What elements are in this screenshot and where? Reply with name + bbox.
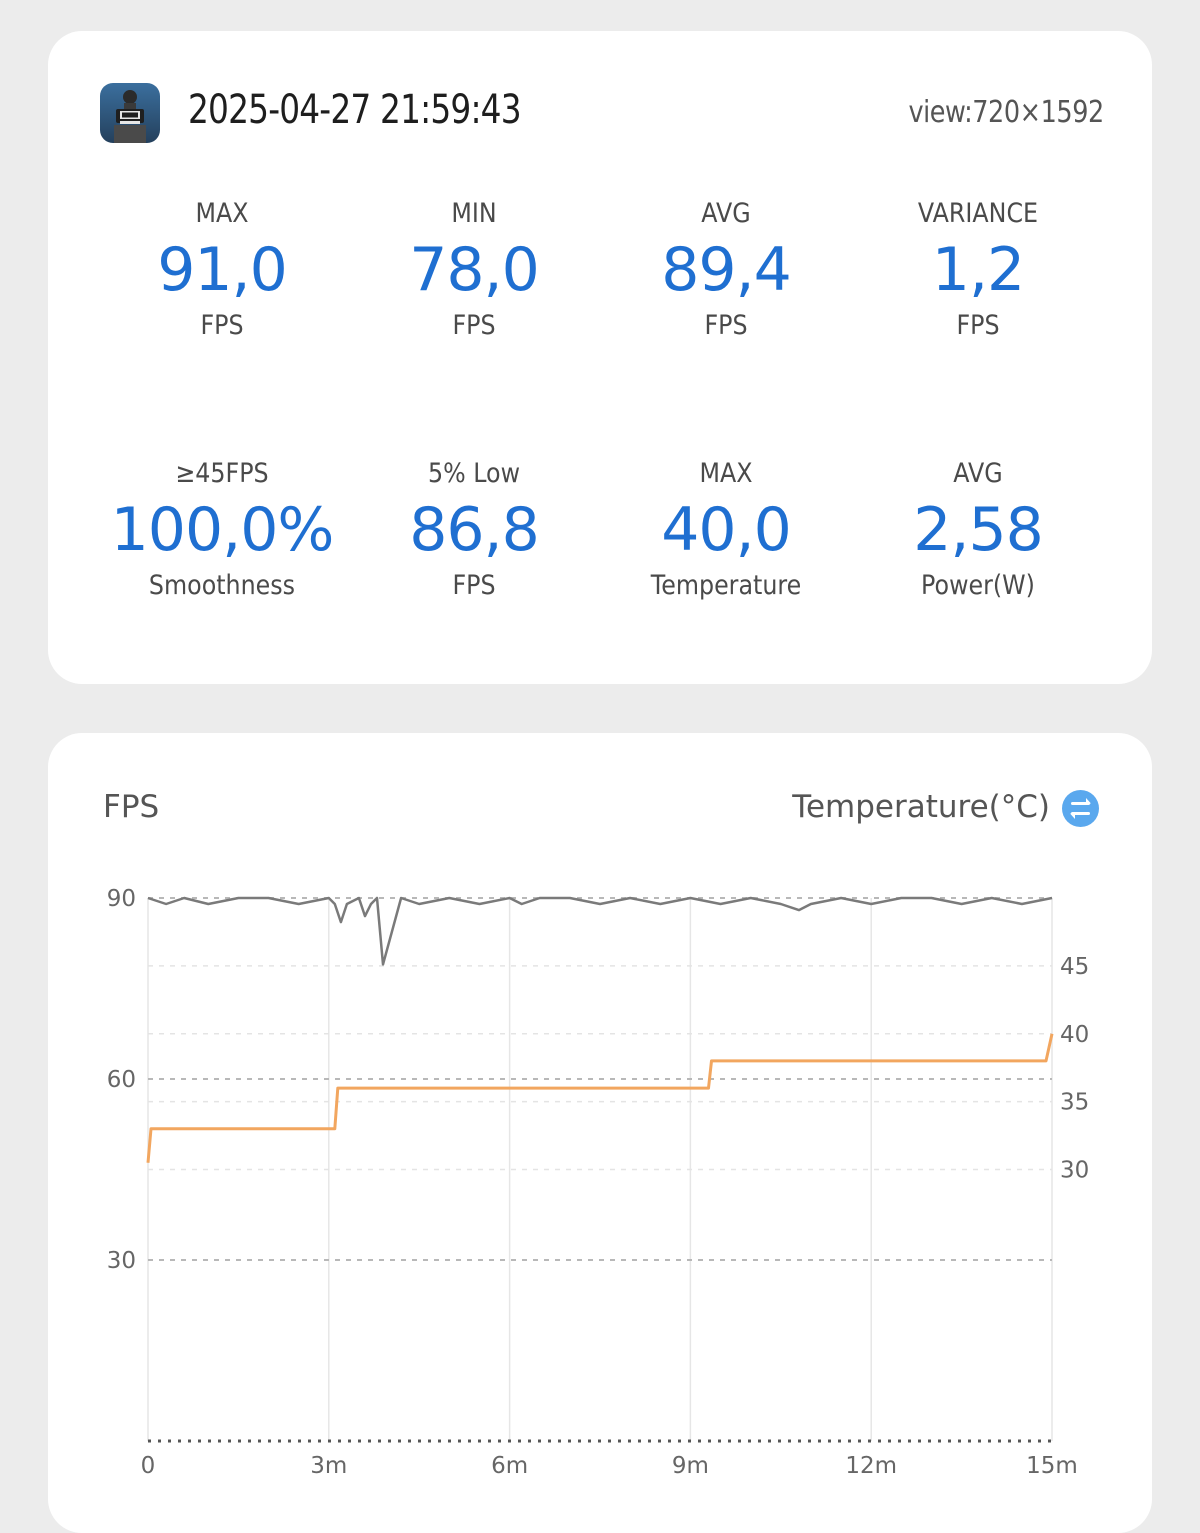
y-right-tick-label: 30 <box>1060 1158 1089 1184</box>
y-right-tick-label: 35 <box>1060 1090 1089 1116</box>
stat-label: ≥45FPS <box>111 456 333 492</box>
stat-value: 1,2 <box>852 232 1104 308</box>
y-left-tick-label: 90 <box>107 886 136 912</box>
stat-unit: Temperature <box>615 568 837 604</box>
stat-value: 78,0 <box>348 232 600 308</box>
stat-fps-variance: VARIANCE 1,2 FPS <box>852 196 1104 344</box>
stat-fps-min: MIN 78,0 FPS <box>348 196 600 344</box>
stat-temp-max: MAX 40,0 Temperature <box>600 456 852 604</box>
x-tick-label: 9m <box>672 1453 709 1479</box>
stat-label: MAX <box>111 196 333 232</box>
fps-series-line <box>148 898 1052 964</box>
stat-label: MAX <box>615 456 837 492</box>
stat-value: 91,0 <box>96 232 348 308</box>
stat-value: 86,8 <box>348 492 600 568</box>
stat-label: AVG <box>615 196 837 232</box>
stat-label: MIN <box>363 196 585 232</box>
stat-value: 2,58 <box>852 492 1104 568</box>
stat-fps-avg: AVG 89,4 FPS <box>600 196 852 344</box>
stat-value: 100,0% <box>96 492 348 568</box>
stat-unit: FPS <box>867 308 1089 344</box>
stat-unit: FPS <box>363 568 585 604</box>
x-tick-label: 0 <box>141 1453 156 1479</box>
stat-unit: FPS <box>111 308 333 344</box>
y-left-tick-label: 60 <box>107 1067 136 1093</box>
stat-5pct-low: 5% Low 86,8 FPS <box>348 456 600 604</box>
fps-temperature-chart: 0 3m 6m 9m 12m 15m 45 40 35 30 90 60 30 <box>48 733 1152 1500</box>
summary-card: 2025-04-27 21:59:43 view:720×1592 MAX 91… <box>48 31 1152 684</box>
stat-unit: FPS <box>363 308 585 344</box>
stat-value: 40,0 <box>600 492 852 568</box>
x-tick-label: 15m <box>1026 1453 1078 1479</box>
stat-label: 5% Low <box>363 456 585 492</box>
game-app-icon[interactable] <box>100 83 160 143</box>
stat-smoothness: ≥45FPS 100,0% Smoothness <box>96 456 348 604</box>
stat-unit: Power(W) <box>867 568 1089 604</box>
x-tick-label: 3m <box>310 1453 347 1479</box>
stat-fps-max: MAX 91,0 FPS <box>96 196 348 344</box>
stat-value: 89,4 <box>600 232 852 308</box>
temperature-series-line <box>148 1034 1052 1163</box>
stat-power-avg: AVG 2,58 Power(W) <box>852 456 1104 604</box>
session-timestamp: 2025-04-27 21:59:43 <box>188 87 521 133</box>
stat-label: VARIANCE <box>867 196 1089 232</box>
stat-unit: FPS <box>615 308 837 344</box>
y-right-tick-label: 40 <box>1060 1022 1089 1048</box>
y-left-tick-label: 30 <box>107 1248 136 1274</box>
stats-grid: MAX 91,0 FPS MIN 78,0 FPS AVG 89,4 FPS V… <box>96 196 1104 636</box>
view-resolution: view:720×1592 <box>909 95 1104 130</box>
x-tick-label: 6m <box>491 1453 528 1479</box>
y-right-tick-label: 45 <box>1060 954 1089 980</box>
stat-unit: Smoothness <box>111 568 333 604</box>
stat-label: AVG <box>867 456 1089 492</box>
x-tick-label: 12m <box>845 1453 897 1479</box>
